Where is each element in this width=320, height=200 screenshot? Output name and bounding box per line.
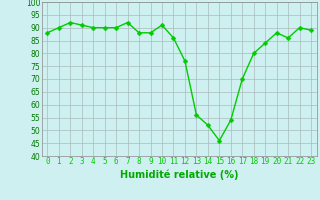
- X-axis label: Humidité relative (%): Humidité relative (%): [120, 169, 238, 180]
